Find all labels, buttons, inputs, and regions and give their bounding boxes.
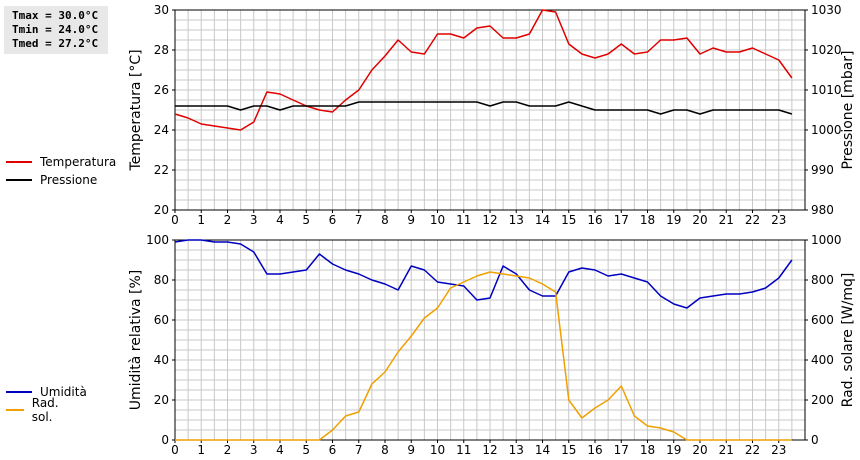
series-line-pressione: [175, 101, 793, 115]
legend-item-umidita: Umidità: [6, 383, 87, 401]
x-tick-label: 13: [509, 443, 524, 457]
x-tick-label: 1: [197, 443, 205, 457]
x-tick-label: 11: [456, 443, 471, 457]
y-right-tick-label: 1000: [811, 233, 842, 247]
y-right-tick-label: 1000: [811, 123, 842, 137]
x-tick-label: 6: [329, 213, 337, 227]
series-line-umidit: [174, 239, 793, 309]
y-right-axis-title: Rad. solare [W/mq]: [840, 273, 856, 408]
x-tick-label: 10: [430, 443, 445, 457]
y-right-tick-label: 800: [811, 273, 834, 287]
y-left-tick-label: 22: [154, 163, 169, 177]
y-right-tick-label: 1020: [811, 43, 842, 57]
legend-swatch-radsol: [6, 409, 24, 411]
x-tick-label: 4: [276, 443, 284, 457]
x-tick-label: 9: [407, 443, 415, 457]
y-left-tick-label: 60: [154, 313, 169, 327]
x-tick-label: 12: [482, 443, 497, 457]
y-right-tick-label: 980: [811, 203, 834, 217]
legend-label-temperatura: Temperatura: [40, 155, 117, 169]
y-right-tick-label: 200: [811, 393, 834, 407]
y-left-tick-label: 24: [154, 123, 169, 137]
x-tick-label: 19: [666, 213, 681, 227]
y-right-tick-label: 0: [811, 433, 819, 447]
x-tick-label: 21: [719, 443, 734, 457]
y-right-tick-label: 990: [811, 163, 834, 177]
x-tick-label: 0: [171, 213, 179, 227]
x-tick-label: 17: [614, 213, 629, 227]
legend-top: Temperatura Pressione: [6, 153, 116, 189]
x-tick-label: 20: [692, 443, 707, 457]
series-line-rad-sol: [175, 271, 792, 441]
y-left-tick-label: 30: [154, 3, 169, 17]
legend-label-radsol: Rad. sol.: [31, 396, 59, 424]
x-tick-label: 18: [640, 213, 655, 227]
legend-label-pressione: Pressione: [40, 173, 98, 187]
y-left-tick-label: 20: [154, 393, 169, 407]
x-tick-label: 1: [197, 213, 205, 227]
x-tick-label: 22: [745, 213, 760, 227]
y-right-tick-label: 1030: [811, 3, 842, 17]
x-tick-label: 13: [509, 213, 524, 227]
x-tick-label: 14: [535, 213, 550, 227]
legend-label-umidita: Umidità: [40, 385, 87, 399]
x-tick-label: 23: [771, 213, 786, 227]
x-tick-label: 7: [355, 443, 363, 457]
x-tick-label: 15: [561, 443, 576, 457]
x-tick-label: 12: [482, 213, 497, 227]
x-tick-label: 16: [587, 213, 602, 227]
x-tick-label: 0: [171, 443, 179, 457]
x-tick-label: 5: [302, 443, 310, 457]
stat-tmax: Tmax = 30.0°C: [12, 9, 99, 22]
x-tick-label: 8: [381, 443, 389, 457]
x-tick-label: 9: [407, 213, 415, 227]
y-left-tick-label: 28: [154, 43, 169, 57]
x-tick-label: 23: [771, 443, 786, 457]
x-tick-label: 7: [355, 213, 363, 227]
x-tick-label: 10: [430, 213, 445, 227]
y-left-tick-label: 40: [154, 353, 169, 367]
x-tick-label: 22: [745, 443, 760, 457]
series-line-temperatura: [174, 9, 793, 131]
x-tick-label: 11: [456, 213, 471, 227]
x-tick-label: 15: [561, 213, 576, 227]
legend-item-radsol: Rad. sol.: [6, 396, 67, 424]
y-left-tick-label: 100: [146, 233, 169, 247]
y-right-tick-label: 400: [811, 353, 834, 367]
y-left-axis-title: Umidità relativa [%]: [128, 270, 144, 411]
x-tick-label: 20: [692, 213, 707, 227]
stat-tmin: Tmin = 24.0°C: [12, 23, 99, 36]
x-tick-label: 8: [381, 213, 389, 227]
y-right-tick-label: 600: [811, 313, 834, 327]
x-tick-label: 19: [666, 443, 681, 457]
y-left-axis-title: Temperatura [°C]: [128, 49, 144, 171]
legend-swatch-temperatura: [6, 161, 32, 163]
y-left-tick-label: 80: [154, 273, 169, 287]
legend-item-temperatura: Temperatura: [6, 153, 116, 171]
y-left-tick-label: 26: [154, 83, 169, 97]
x-tick-label: 2: [224, 443, 232, 457]
x-tick-label: 6: [329, 443, 337, 457]
x-tick-label: 16: [587, 443, 602, 457]
legend-swatch-umidita: [6, 391, 32, 393]
y-left-tick-label: 0: [161, 433, 169, 447]
x-tick-label: 4: [276, 213, 284, 227]
x-tick-label: 3: [250, 443, 258, 457]
y-right-tick-label: 1010: [811, 83, 842, 97]
stats-box: Tmax = 30.0°C Tmin = 24.0°C Tmed = 27.2°…: [4, 6, 108, 54]
x-tick-label: 5: [302, 213, 310, 227]
x-tick-label: 17: [614, 443, 629, 457]
legend-swatch-pressione: [6, 179, 32, 181]
stat-tmed: Tmed = 27.2°C: [12, 37, 99, 50]
x-tick-label: 3: [250, 213, 258, 227]
y-left-tick-label: 20: [154, 203, 169, 217]
x-tick-label: 14: [535, 443, 550, 457]
x-tick-label: 2: [224, 213, 232, 227]
y-right-axis-title: Pressione [mbar]: [840, 50, 856, 169]
x-tick-label: 21: [719, 213, 734, 227]
x-tick-label: 18: [640, 443, 655, 457]
legend-item-pressione: Pressione: [6, 171, 116, 189]
